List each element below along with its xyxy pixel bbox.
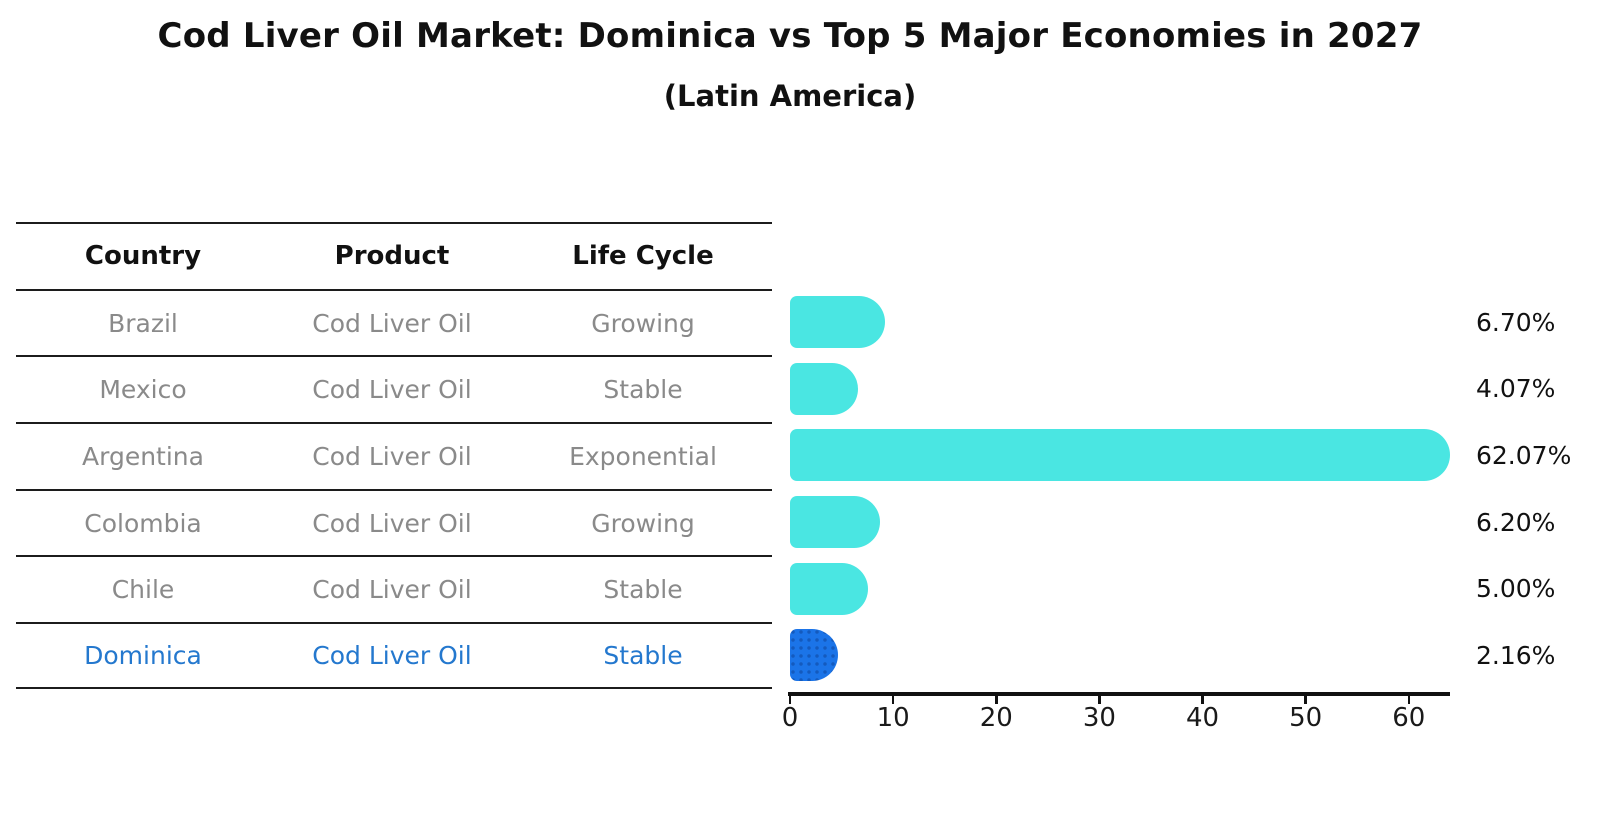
cell-product: Cod Liver Oil [312, 640, 472, 670]
bar-row [790, 289, 1450, 356]
cell-country: Argentina [82, 441, 204, 471]
value-label-chile: 5.00% [1476, 574, 1556, 604]
bar-mexico [790, 362, 858, 415]
cell-product: Cod Liver Oil [312, 575, 472, 605]
x-axis-tick-mark [891, 695, 895, 704]
cell-product: Cod Liver Oil [312, 441, 472, 471]
x-axis-tick-mark [995, 695, 998, 704]
x-axis-tick-label: 50 [1289, 703, 1323, 733]
bar-colombia [790, 496, 880, 549]
bar-row [790, 622, 1450, 689]
cell-product: Cod Liver Oil [312, 375, 472, 405]
cell-country: Colombia [84, 508, 202, 538]
x-axis-tick-label: 20 [979, 703, 1013, 733]
cell-lifecycle: Growing [591, 508, 695, 538]
column-header-country: Country [84, 241, 202, 272]
cell-lifecycle: Stable [603, 640, 683, 670]
x-axis-tick-label: 10 [876, 703, 910, 733]
table-header-row: Country Product Life Cycle [16, 222, 772, 289]
cell-product: Cod Liver Oil [312, 508, 472, 538]
bar-row [790, 555, 1450, 622]
column-header-product: Product [334, 241, 450, 272]
cell-lifecycle: Stable [603, 575, 683, 605]
bar-brazil [790, 296, 886, 349]
chart-subtitle: (Latin America) [663, 79, 917, 113]
value-label-mexico: 4.07% [1476, 374, 1556, 404]
x-axis-tick-mark [1098, 695, 1101, 704]
cell-country: Chile [111, 575, 175, 605]
table-row-brazil: Brazil Cod Liver Oil Growing [16, 288, 772, 356]
bar-plot-area [790, 289, 1450, 689]
cell-country: Dominica [84, 640, 202, 670]
column-header-lifecycle: Life Cycle [572, 241, 714, 272]
value-label-dominica: 2.16% [1476, 640, 1556, 670]
data-table: Country Product Life Cycle Brazil Cod Li… [16, 222, 772, 689]
bar-argentina [790, 429, 1450, 482]
cell-lifecycle: Stable [603, 375, 683, 405]
x-axis-tick-label: 30 [1082, 703, 1116, 733]
value-label-brazil: 6.70% [1476, 307, 1556, 337]
bar-row [790, 422, 1450, 489]
cell-product: Cod Liver Oil [312, 308, 472, 338]
bar-dominica-highlighted [790, 629, 839, 682]
x-axis-tick-label: 0 [781, 703, 799, 733]
bar-chile [790, 562, 868, 615]
bar-row [790, 355, 1450, 422]
cell-country: Mexico [99, 375, 187, 405]
chart-title: Cod Liver Oil Market: Dominica vs Top 5 … [157, 16, 1423, 56]
value-label-argentina: 62.07% [1476, 440, 1572, 470]
table-row-argentina: Argentina Cod Liver Oil Exponential [16, 422, 772, 489]
table-row-chile: Chile Cod Liver Oil Stable [16, 555, 772, 622]
x-axis-tick-label: 40 [1185, 703, 1220, 733]
cell-lifecycle: Growing [591, 308, 695, 338]
cell-country: Brazil [108, 308, 178, 338]
table-row-dominica: Dominica Cod Liver Oil Stable [16, 622, 772, 689]
table-row-colombia: Colombia Cod Liver Oil Growing [16, 488, 772, 556]
value-labels: 6.70% 4.07% 62.07% 6.20% 5.00% 2.16% [1476, 289, 1602, 689]
x-axis-tick-mark [1407, 695, 1410, 704]
x-axis-tick-mark [1304, 695, 1307, 704]
bar-row [790, 489, 1450, 556]
x-axis-tick-label: 60 [1392, 703, 1426, 733]
x-axis-tick-mark [788, 695, 792, 704]
x-axis-tick-mark [1201, 695, 1204, 704]
cell-lifecycle: Exponential [569, 441, 717, 471]
x-axis-line [788, 692, 1450, 696]
table-row-mexico: Mexico Cod Liver Oil Stable [16, 355, 772, 422]
value-label-colombia: 6.20% [1476, 507, 1556, 537]
